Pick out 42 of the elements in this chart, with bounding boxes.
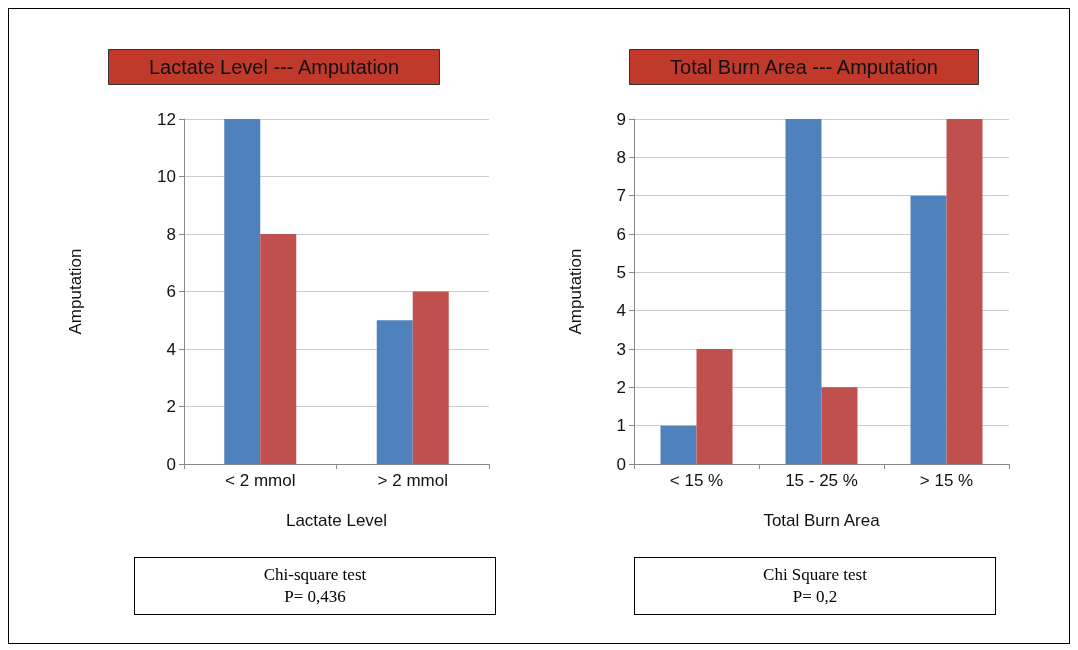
y-tick-label: 4 (616, 301, 626, 321)
text: P= 0,2 (791, 586, 839, 608)
x-tick-label: > 2 mmol (377, 471, 448, 490)
chart-title: Lactate Level --- Amputation (148, 56, 400, 78)
y-tick-label: 2 (616, 377, 626, 397)
x-axis-title: Lactate Level (285, 511, 388, 530)
y-tick-label: 12 (157, 109, 176, 129)
y-tick-label: 8 (166, 224, 176, 244)
y-tick-label: 3 (616, 339, 626, 359)
x-tick-label: < 2 mmol (225, 471, 296, 490)
y-tick-label: 5 (616, 262, 626, 282)
bar (821, 387, 858, 464)
x-tick-label: 15 - 25 % (785, 471, 858, 490)
text: Chi-square test (262, 564, 368, 586)
text: P= 0,436 (283, 586, 347, 608)
bar (696, 349, 733, 464)
x-tick-label: < 15 % (669, 471, 724, 490)
y-tick-label: 2 (166, 397, 176, 416)
y-tick-label: 6 (166, 282, 176, 301)
y-tick-label: 8 (616, 147, 626, 167)
bar (260, 234, 297, 464)
y-tick-label: 0 (616, 454, 626, 474)
text: Chi Square test (762, 564, 868, 586)
bar (785, 119, 822, 464)
chart-title: Total Burn Area --- Amputation (670, 56, 938, 78)
bar (376, 320, 413, 464)
x-axis-title: Total Burn Area (763, 511, 881, 530)
y-tick-label: 0 (166, 454, 176, 474)
y-tick-label: 1 (616, 416, 626, 436)
y-tick-label: 10 (157, 167, 176, 186)
bar (412, 291, 449, 464)
x-tick-label: > 15 % (919, 471, 974, 490)
y-axis-title: Amputation (566, 248, 585, 335)
y-tick-label: 9 (616, 109, 626, 129)
bar (224, 119, 261, 464)
y-tick-label: 7 (616, 186, 626, 206)
bar (660, 425, 697, 464)
bar (946, 119, 983, 464)
y-tick-label: 6 (616, 224, 626, 244)
bar (910, 195, 947, 464)
y-axis-title: Amputation (66, 248, 85, 335)
y-tick-label: 4 (166, 339, 176, 359)
